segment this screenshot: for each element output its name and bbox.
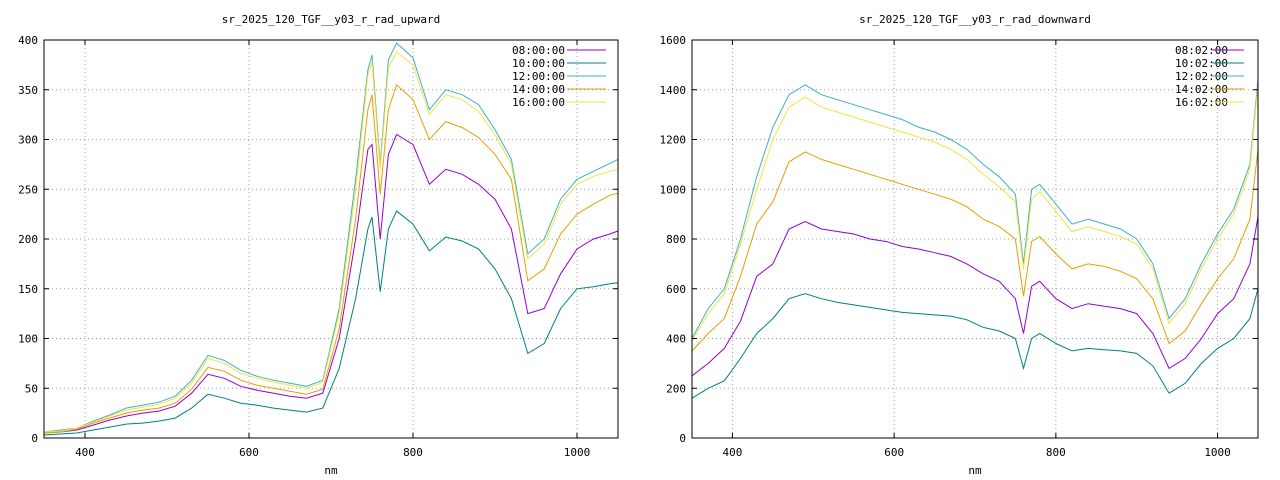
chart-title: sr_2025_120_TGF__y03_r_rad_downward xyxy=(859,13,1091,26)
legend-label: 16:02:00 xyxy=(1175,96,1228,109)
y-tick-label: 150 xyxy=(18,283,38,296)
y-tick-label: 200 xyxy=(18,233,38,246)
x-axis-label: nm xyxy=(324,464,338,477)
x-axis-label: nm xyxy=(968,464,982,477)
y-tick-label: 1600 xyxy=(660,34,687,47)
x-tick-label: 1000 xyxy=(564,446,591,459)
legend-label: 14:02:00 xyxy=(1175,83,1228,96)
legend-label: 12:00:00 xyxy=(512,70,565,83)
chart-panel-2: 0 200 400 600 800 1000 1200 1400 1600 400 600 800 10… xyxy=(660,13,1259,477)
y-tick-label: 400 xyxy=(18,34,38,47)
y-tick-label: 200 xyxy=(666,382,686,395)
y-tick-label: 50 xyxy=(25,382,38,395)
x-tick-label: 400 xyxy=(722,446,742,459)
x-tick-label: 400 xyxy=(75,446,95,459)
x-tick-label: 600 xyxy=(239,446,259,459)
y-tick-label: 600 xyxy=(666,283,686,296)
y-tick-label: 400 xyxy=(666,333,686,346)
series-line-14-00-00 xyxy=(43,83,619,434)
chart-title: sr_2025_120_TGF__y03_r_rad_upward xyxy=(222,13,441,26)
y-tick-label: 250 xyxy=(18,183,38,196)
legend-label: 12:02:00 xyxy=(1175,70,1228,83)
series-line-12-02-00 xyxy=(691,79,1259,339)
series-line-08-00-00 xyxy=(43,133,619,434)
series-line-08-02-00 xyxy=(691,216,1259,377)
y-tick-label: 0 xyxy=(31,432,38,445)
y-tick-label: 300 xyxy=(18,134,38,147)
x-tick-label: 600 xyxy=(884,446,904,459)
legend-label: 14:00:00 xyxy=(512,83,565,96)
legend-label: 08:02:00 xyxy=(1175,44,1228,57)
series-line-16-00-00 xyxy=(43,51,619,433)
y-tick-label: 1200 xyxy=(660,134,687,147)
y-tick-label: 100 xyxy=(18,333,38,346)
x-tick-label: 800 xyxy=(1046,446,1066,459)
series-line-12-00-00 xyxy=(43,42,619,433)
y-tick-label: 0 xyxy=(679,432,686,445)
series-line-10-00-00 xyxy=(43,210,619,436)
x-tick-label: 1000 xyxy=(1204,446,1231,459)
x-tick-label: 800 xyxy=(403,446,423,459)
series-line-14-02-00 xyxy=(691,149,1259,352)
y-tick-label: 1000 xyxy=(660,183,687,196)
series-line-10-02-00 xyxy=(691,288,1259,399)
series-line-16-02-00 xyxy=(691,84,1259,342)
legend-label: 10:02:00 xyxy=(1175,57,1228,70)
y-tick-label: 1400 xyxy=(660,84,687,97)
legend-label: 10:00:00 xyxy=(512,57,565,70)
legend-label: 16:00:00 xyxy=(512,96,565,109)
chart-panel-1: 0 50 100 150 200 250 300 350 400 400 600 800 1000 sr_… xyxy=(18,13,619,477)
y-tick-label: 800 xyxy=(666,233,686,246)
legend-label: 08:00:00 xyxy=(512,44,565,57)
y-tick-label: 350 xyxy=(18,84,38,97)
